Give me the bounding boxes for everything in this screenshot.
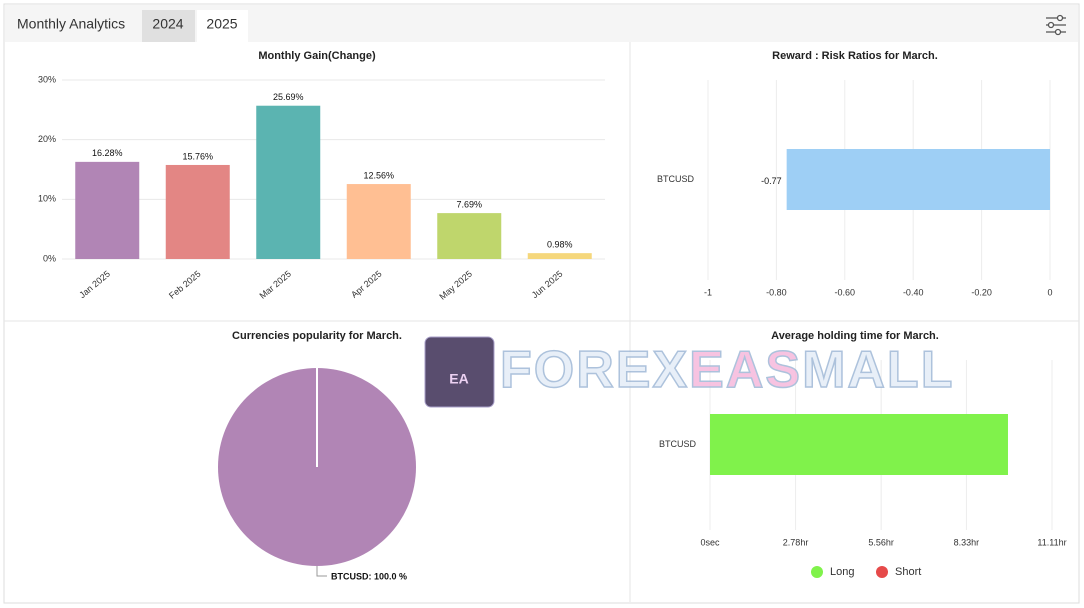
tab[interactable] — [197, 10, 248, 42]
x-tick-label: -0.80 — [766, 287, 787, 297]
chart-title: Reward : Risk Ratios for March. — [772, 50, 938, 62]
chart-title: Average holding time for March. — [771, 330, 939, 342]
x-tick-label: 0 — [1047, 287, 1052, 297]
legend-swatch — [876, 566, 888, 578]
header-title: Monthly Analytics — [17, 16, 125, 32]
x-tick-label: -0.60 — [835, 287, 856, 297]
watermark-logo — [424, 336, 495, 408]
y-tick-label: 0% — [43, 253, 56, 263]
data-label: 12.56% — [363, 170, 394, 180]
data-label: -0.77 — [761, 176, 782, 186]
watermark: EA FOREXEASMALL — [424, 336, 954, 408]
watermark-text: FOREXEASMALL — [500, 341, 954, 399]
y-tick-label: 30% — [38, 74, 56, 84]
data-label: 7.69% — [456, 199, 482, 209]
chart-title: Currencies popularity for March. — [232, 330, 402, 342]
bar — [165, 164, 230, 259]
watermark-logo-text: EA — [449, 371, 468, 387]
settings-icon[interactable] — [1046, 14, 1066, 36]
tab[interactable] — [142, 10, 195, 42]
bar — [710, 414, 1008, 475]
tab-label[interactable]: 2024 — [152, 16, 183, 32]
y-tick-label: 20% — [38, 134, 56, 144]
data-label: 0.98% — [547, 240, 573, 250]
legend-label: Short — [895, 566, 921, 578]
chart-title: Monthly Gain(Change) — [258, 50, 376, 62]
legend-swatch — [811, 566, 823, 578]
x-tick-label: 8.33hr — [954, 537, 980, 547]
bar — [75, 161, 140, 259]
charts: Monthly Gain(Change)0%10%20%30%16.28%Jan… — [38, 50, 1067, 581]
y-tick-label: BTCUSD — [659, 439, 697, 449]
x-tick-label: 5.56hr — [868, 537, 894, 547]
tab-label[interactable]: 2025 — [206, 16, 237, 32]
data-label: 15.76% — [182, 151, 213, 161]
y-tick-label: BTCUSD — [657, 174, 695, 184]
data-label: 16.28% — [92, 148, 123, 158]
x-tick-label: 0sec — [700, 537, 720, 547]
legend-label: Long — [830, 566, 854, 578]
x-tick-label: 11.11hr — [1037, 537, 1066, 547]
data-label: BTCUSD: 100.0 % — [331, 571, 407, 581]
bar — [786, 149, 1050, 210]
x-tick-label: -0.40 — [903, 287, 924, 297]
frame — [3, 3, 1080, 604]
bar — [527, 253, 592, 259]
x-tick-label: 2.78hr — [783, 537, 809, 547]
x-tick-label: -0.20 — [971, 287, 992, 297]
x-tick-label: -1 — [704, 287, 712, 297]
bar — [256, 105, 321, 259]
bar — [437, 213, 502, 259]
y-tick-label: 10% — [38, 194, 56, 204]
leader-line — [316, 566, 327, 577]
data-label: 25.69% — [273, 92, 304, 102]
bar — [346, 184, 411, 259]
